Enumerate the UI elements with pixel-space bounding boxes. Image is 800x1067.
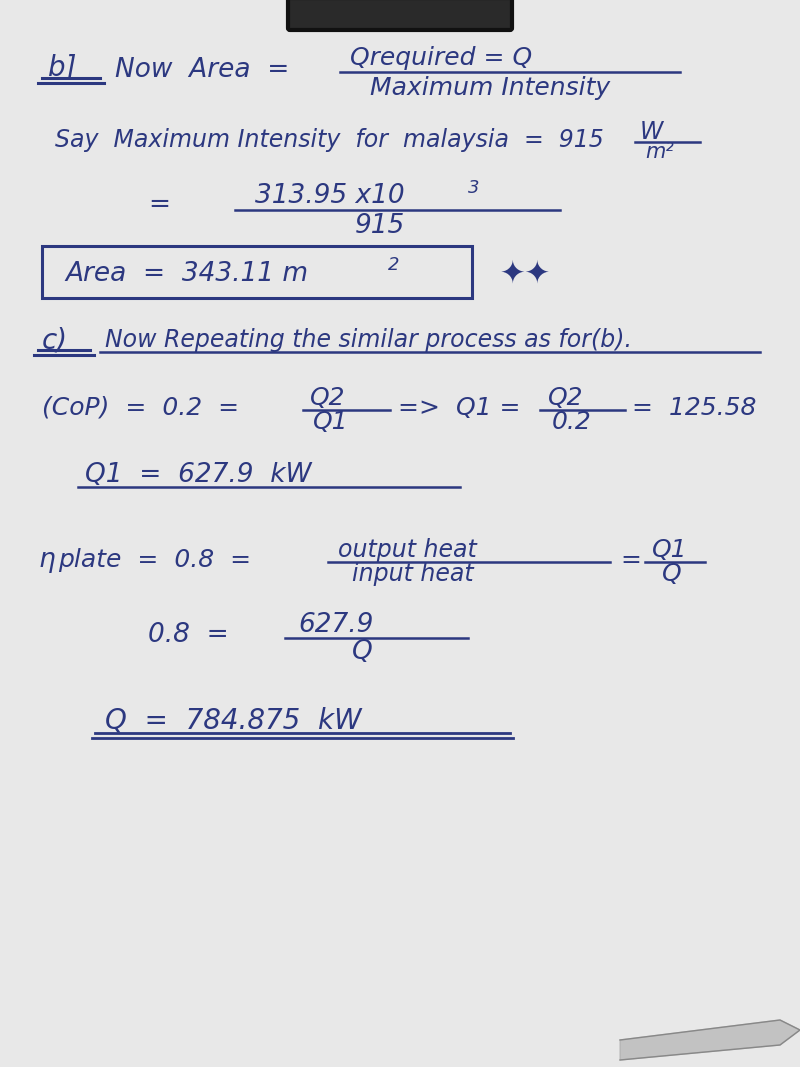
Text: 0.2: 0.2 (552, 410, 592, 434)
Text: Now Repeating the similar process as for(b).: Now Repeating the similar process as for… (105, 328, 632, 352)
Text: plate  =  0.8  =: plate = 0.8 = (58, 548, 251, 572)
Text: Area  =  343.11 m: Area = 343.11 m (65, 261, 308, 287)
Text: Q1  =  627.9  kW: Q1 = 627.9 kW (85, 462, 312, 488)
Text: Q: Q (352, 639, 373, 665)
Text: 2: 2 (388, 256, 399, 274)
Text: 915: 915 (355, 213, 406, 239)
Text: 627.9: 627.9 (298, 612, 374, 638)
FancyBboxPatch shape (288, 0, 512, 30)
Text: input heat: input heat (352, 562, 474, 586)
Text: 3: 3 (468, 179, 479, 197)
Text: ✦✦: ✦✦ (500, 259, 551, 288)
Text: Say  Maximum Intensity  for  malaysia  =  915: Say Maximum Intensity for malaysia = 915 (55, 128, 604, 152)
Text: =: = (148, 192, 170, 218)
Text: Q: Q (662, 562, 682, 586)
Text: Q1: Q1 (313, 410, 349, 434)
Text: =: = (620, 548, 641, 572)
Text: 0.8  =: 0.8 = (148, 622, 229, 648)
Text: m²: m² (645, 142, 674, 162)
Text: Now  Area  =: Now Area = (115, 57, 290, 83)
Text: Qrequired = Q: Qrequired = Q (350, 46, 532, 70)
Text: Q  =  784.875  kW: Q = 784.875 kW (105, 706, 362, 734)
Text: b]: b] (48, 54, 77, 82)
Text: c): c) (42, 327, 68, 354)
Text: =>  Q1 =: => Q1 = (398, 396, 521, 420)
Bar (42, 246, 472, 298)
Text: Q1: Q1 (652, 538, 687, 562)
Text: output heat: output heat (338, 538, 477, 562)
Text: W: W (640, 120, 663, 144)
Text: =  125.58: = 125.58 (632, 396, 756, 420)
Polygon shape (620, 1020, 800, 1060)
Text: (CoP)  =  0.2  =: (CoP) = 0.2 = (42, 396, 239, 420)
Text: Q2: Q2 (548, 386, 583, 410)
Text: Q2: Q2 (310, 386, 346, 410)
Text: η: η (38, 547, 54, 573)
Text: 313.95 x10: 313.95 x10 (255, 184, 405, 209)
Text: Maximum Intensity: Maximum Intensity (370, 76, 610, 100)
